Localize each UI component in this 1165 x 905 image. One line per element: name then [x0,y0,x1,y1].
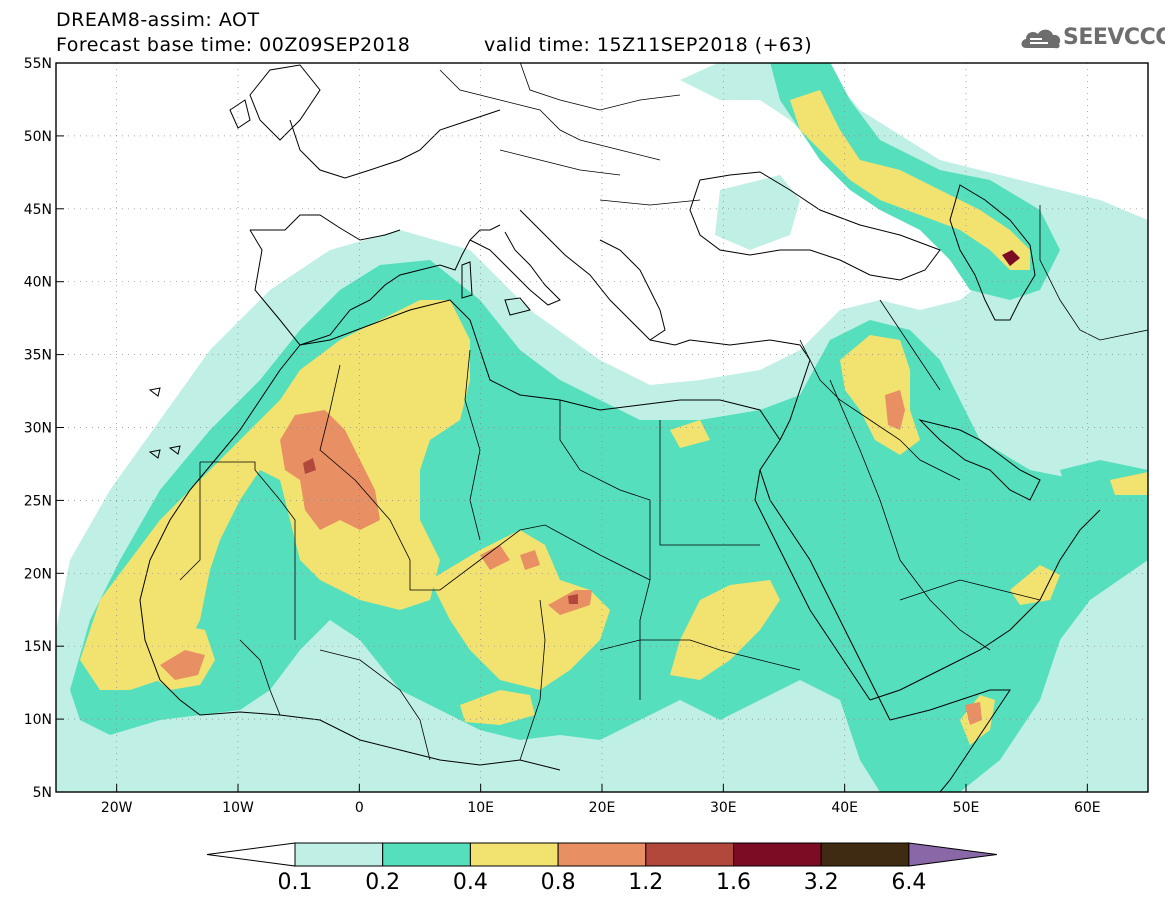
x-tick-label: 20E [589,800,616,816]
aot-level-0.4 [80,90,1148,745]
grid-lines [56,63,1148,792]
colorbar-swatch [733,842,822,867]
y-tick-label: 10N [24,712,52,728]
colorbar-label: 0.8 [540,870,576,895]
colorbar [206,842,997,867]
colorbar-swatch [294,842,384,867]
y-tick-label: 5N [33,785,52,801]
valid-time: valid time: 15Z11SEP2018 (+63) [484,34,813,56]
y-tick-label: 55N [24,56,52,72]
colorbar-swatch [645,842,734,867]
colorbar-swatch [469,842,559,867]
y-tick-label: 45N [24,202,52,218]
map-title: DREAM8-assim: AOT [56,9,260,31]
coastlines [139,64,1101,792]
aot-field [56,63,1148,792]
colorbar-label: 3.2 [803,870,839,895]
colorbar-label: 1.2 [628,870,664,895]
colorbar-label: 0.2 [365,870,401,895]
colorbar-label: 0.4 [452,870,488,895]
x-tick-label: 40E [831,800,858,816]
aot-level-1.2 [303,458,578,604]
x-tick-label: 50E [953,800,980,816]
y-tick-label: 30N [24,421,52,437]
colorbar-over-triangle [908,842,997,867]
colorbar-label: 6.4 [891,870,927,895]
y-tick-label: 50N [24,129,52,145]
logo-text: SEEVCCC [1063,25,1165,50]
x-tick-label: 20W [101,800,133,816]
y-tick-label: 25N [24,493,52,509]
x-tick-label: 60E [1074,800,1101,816]
y-tick-label: 40N [24,275,52,291]
x-tick-label: 0 [355,800,364,816]
colorbar-under-triangle [206,842,296,867]
y-tick-label: 35N [24,348,52,364]
x-tick-label: 30E [710,800,737,816]
y-axis: 55N 50N 45N 40N 35N 30N 25N 20N 15N 10N 5N [24,56,64,801]
colorbar-swatch [557,842,647,867]
aot-level-1.6 [1002,250,1020,266]
y-tick-label: 15N [24,639,52,655]
colorbar-swatch [820,842,910,867]
colorbar-swatch [382,842,471,867]
colorbar-label: 1.6 [716,870,751,895]
borders [179,63,1148,761]
x-axis: 20W 10W 0 10E 20E 30E 40E 50E 60E [101,784,1101,816]
forecast-base-time: Forecast base time: 00Z09SEP2018 [56,34,411,56]
colorbar-label: 0.1 [277,870,313,895]
x-tick-label: 10E [467,800,494,816]
cloud-icon [1021,29,1061,49]
x-tick-label: 10W [222,800,254,816]
y-tick-label: 20N [24,566,52,582]
